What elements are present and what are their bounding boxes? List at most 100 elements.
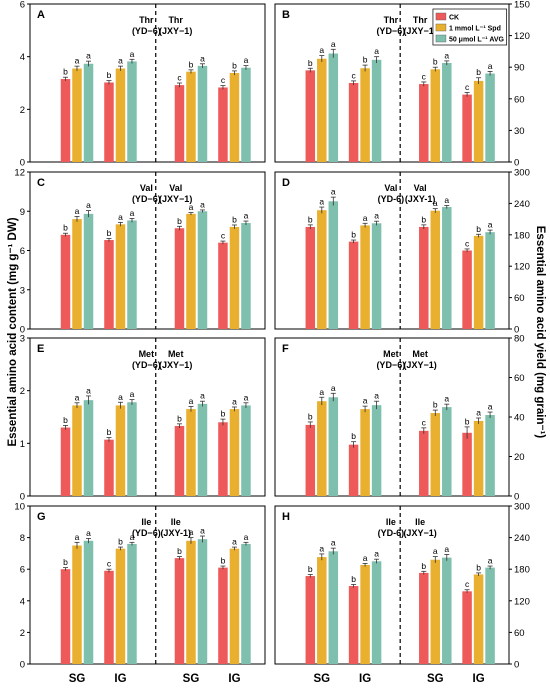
amino-acid-label: Thr: [384, 15, 399, 25]
bar: [229, 548, 240, 664]
bar: [328, 397, 339, 496]
x-category-label: IG: [359, 673, 371, 685]
bar: [83, 400, 94, 496]
significance-letter: b: [63, 223, 68, 233]
bar: [430, 559, 441, 664]
bar: [229, 72, 240, 162]
significance-letter: c: [351, 70, 356, 80]
panel-label: E: [37, 343, 44, 355]
significance-letter: a: [488, 556, 493, 566]
bar: [115, 405, 126, 496]
y-tick-label: 4: [20, 596, 25, 607]
y-tick-label: 6: [20, 246, 25, 257]
bar: [485, 232, 495, 329]
significance-letter: a: [200, 199, 205, 209]
amino-acid-label: Val: [140, 183, 153, 193]
significance-letter: a: [130, 389, 135, 399]
cultivar-label: (JXY−1): [403, 360, 436, 370]
significance-letter: a: [244, 211, 249, 221]
cultivar-label: (JXY−1): [159, 26, 192, 36]
significance-letter: a: [86, 200, 91, 210]
amino-acid-label: Val: [169, 183, 182, 193]
cultivar-label: (YD−6): [132, 194, 161, 204]
bar: [419, 84, 429, 162]
significance-letter: a: [244, 532, 249, 542]
significance-letter: b: [465, 416, 470, 426]
significance-letter: a: [75, 392, 80, 402]
bar: [127, 543, 137, 664]
significance-letter: a: [189, 202, 194, 212]
significance-letter: a: [86, 385, 91, 395]
significance-letter: a: [118, 212, 123, 222]
y-tick-label: 0: [514, 325, 519, 336]
bar: [174, 425, 185, 496]
bar: [305, 226, 316, 329]
bar: [197, 403, 208, 496]
panel-label: B: [282, 9, 290, 21]
amino-acid-label: Ile: [415, 517, 425, 527]
amino-acid-label: Thr: [168, 15, 183, 25]
y-tick-label: 0: [514, 158, 519, 169]
y-tick-label: 300: [514, 168, 530, 179]
x-category-label: SG: [313, 673, 330, 685]
bar: [485, 73, 495, 162]
panel-D: D060120180240300Val(YD-6)Val(JXY-1)baaba…: [274, 168, 530, 336]
x-category-label: IG: [228, 673, 240, 685]
significance-letter: a: [363, 396, 368, 406]
bar: [241, 405, 251, 496]
panel-label: F: [282, 343, 289, 355]
bar: [174, 558, 185, 664]
cultivar-label: (YD−6): [132, 528, 161, 538]
x-category-label: SG: [69, 673, 86, 685]
bar: [317, 210, 327, 329]
significance-letter: a: [433, 546, 438, 556]
significance-letter: a: [488, 220, 493, 230]
bar: [348, 83, 359, 162]
y-tick-label: 3: [20, 285, 25, 296]
significance-letter: c: [107, 559, 112, 569]
y-tick-label: 3: [20, 334, 25, 345]
significance-letter: c: [465, 238, 470, 248]
bar: [197, 539, 208, 664]
significance-letter: c: [221, 75, 226, 85]
y-tick-label: 120: [514, 596, 530, 607]
y-tick-label: 1: [20, 439, 25, 450]
x-category-label: IG: [114, 673, 126, 685]
bar: [83, 213, 94, 329]
bar: [348, 586, 359, 664]
significance-letter: b: [308, 564, 313, 574]
bar: [174, 85, 185, 162]
significance-letter: a: [75, 532, 80, 542]
significance-letter: a: [200, 53, 205, 63]
y-tick-label: 90: [514, 63, 525, 74]
bar: [430, 413, 441, 496]
significance-letter: c: [465, 82, 470, 92]
bar: [485, 567, 495, 664]
significance-letter: c: [177, 73, 182, 83]
bar: [473, 235, 484, 329]
bar: [104, 82, 114, 162]
y-tick-label: 12: [14, 168, 25, 179]
bar: [419, 430, 429, 496]
bar: [328, 53, 339, 162]
significance-letter: a: [331, 187, 336, 197]
right-y-axis-label: Essential amino acid yield (mg grain⁻¹): [534, 226, 546, 439]
panel-B: B0306090120150Thr(YD−6)Thr(JXY−1)baacbac…: [274, 0, 530, 169]
bar: [197, 211, 208, 329]
significance-letter: a: [189, 396, 194, 406]
y-tick-label: 2: [20, 105, 25, 116]
y-tick-label: 6: [20, 565, 25, 576]
significance-letter: b: [107, 427, 112, 437]
significance-letter: a: [200, 526, 205, 536]
bar: [115, 224, 126, 329]
bar: [317, 557, 327, 664]
y-tick-label: 20: [514, 452, 525, 463]
cultivar-label: (YD−6): [132, 26, 161, 36]
amino-acid-label: Met: [168, 349, 184, 359]
bar: [115, 548, 126, 664]
bar: [348, 241, 359, 329]
significance-letter: c: [465, 579, 470, 589]
bar: [371, 561, 382, 664]
